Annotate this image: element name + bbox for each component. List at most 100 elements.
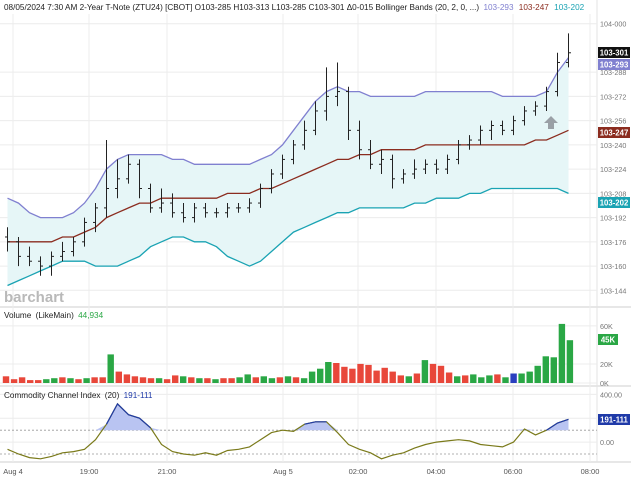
volume-bar [18,377,26,383]
price-y-tick-label: 103-160 [600,262,626,271]
volume-y-tick-label: 60K [600,322,613,331]
x-tick-0200: 02:00 [349,467,368,476]
ohlc-bar [137,159,142,199]
volume-bar [180,376,187,383]
ohlc-bar [291,140,296,165]
ohlc-bar [49,251,54,276]
volume-bar [123,374,131,383]
price-y-tick-label: 103-144 [600,286,626,295]
ohlc-bars-layer [5,33,571,276]
volume-bar [67,378,74,383]
bb-lower-value: 103-202 [554,3,584,12]
x-tick-0400: 04:00 [427,467,446,476]
ohlc-bar [390,154,395,189]
ohlc-bar [192,203,197,223]
ohlc-bar [60,241,65,262]
ohlc-bar [159,188,164,213]
ohlc-bar [533,101,538,116]
price-y-tick-label: 103-224 [600,165,626,174]
cci-badge-text: 191-111 [600,416,628,425]
ohlc-bar [423,159,428,174]
bb-upper-badge-text: 103-293 [600,61,629,70]
ohlc-bar [555,52,560,97]
price-y-tick-label: 103-192 [600,214,626,223]
volume-bar [486,375,493,383]
ohlc-bar [27,246,32,267]
volume-bar [268,378,276,383]
volume-y-tick-label: 0K [600,379,609,388]
ohlc-bar [181,203,186,223]
price-y-tick-label: 103-272 [600,92,626,101]
volume-bar [308,371,316,383]
volume-bar [147,378,155,383]
volume-bar [534,365,541,383]
bollinger-upper-line [7,57,570,219]
ohlc-bar [544,86,549,111]
ohlc-bar [445,154,450,174]
price-y-tick-label: 103-240 [600,141,626,150]
ohlc-bar [115,159,120,199]
ohlc-bar [357,120,362,160]
bb-mid-value: 103-247 [519,3,549,12]
ohlc-bar [170,193,175,218]
ohlc-bar [280,154,285,179]
cci-panel-title: Commodity Channel Index (20) 191-111 [4,391,153,400]
volume-bar [405,376,412,383]
cci-layer [0,402,597,460]
volume-title: Volume [4,311,32,320]
ohlc-bar [368,140,373,170]
volume-bar [445,372,453,383]
volume-value: 44,934 [78,311,103,320]
price-y-tick-label: 103-256 [600,117,626,126]
volume-bar [220,378,227,383]
volume-bar [429,363,437,383]
ohlc-bar [313,101,318,136]
volume-bar [107,354,114,383]
volume-bar [421,360,429,383]
ohlc-bar [258,183,263,208]
volume-bar [317,368,324,383]
volume-bars-layer [2,323,574,384]
ohlc-bar [269,169,274,194]
ohlc-bar [500,120,505,136]
volume-bar [300,378,308,383]
volume-bar [139,377,147,383]
volume-bar [454,376,461,383]
volume-bar [437,365,445,383]
volume-bar [276,377,284,383]
ohlc-bar [489,120,494,141]
bb-mid-badge: 103-247 [598,127,630,138]
ohlc-bar [126,154,131,184]
cci-overbought-line [105,402,569,431]
volume-bar [357,363,364,383]
volume-bar [478,377,485,383]
volume-bar [236,377,243,383]
ohlc-bar [38,256,43,276]
volume-bar [558,323,566,383]
ohlc-bar [467,135,472,150]
ohlc-bar [203,203,208,218]
volume-bar [10,379,18,383]
volume-bar [373,370,380,383]
ohlc-bar [302,120,307,150]
volume-bar [550,357,557,383]
volume-bar [155,378,163,383]
cci-badge: 191-111 [598,414,630,425]
bb-lower-badge: 103-202 [598,197,630,208]
volume-bar [43,379,50,383]
price-y-tick-label: 104-000 [600,20,626,29]
last-price-badge: 103-301 [598,47,630,58]
bollinger-bands-layer [7,57,570,287]
x-tick-2100: 21:00 [158,467,177,476]
volume-bar [470,374,477,383]
volume-bar [204,378,211,383]
ohlc-bar [148,183,153,213]
volume-bar [163,379,171,383]
x-tick-0800: 08:00 [581,467,600,476]
volume-bar [542,356,549,383]
volume-bar [172,375,179,383]
volume-bar [365,364,372,383]
volume-bar [510,373,517,383]
